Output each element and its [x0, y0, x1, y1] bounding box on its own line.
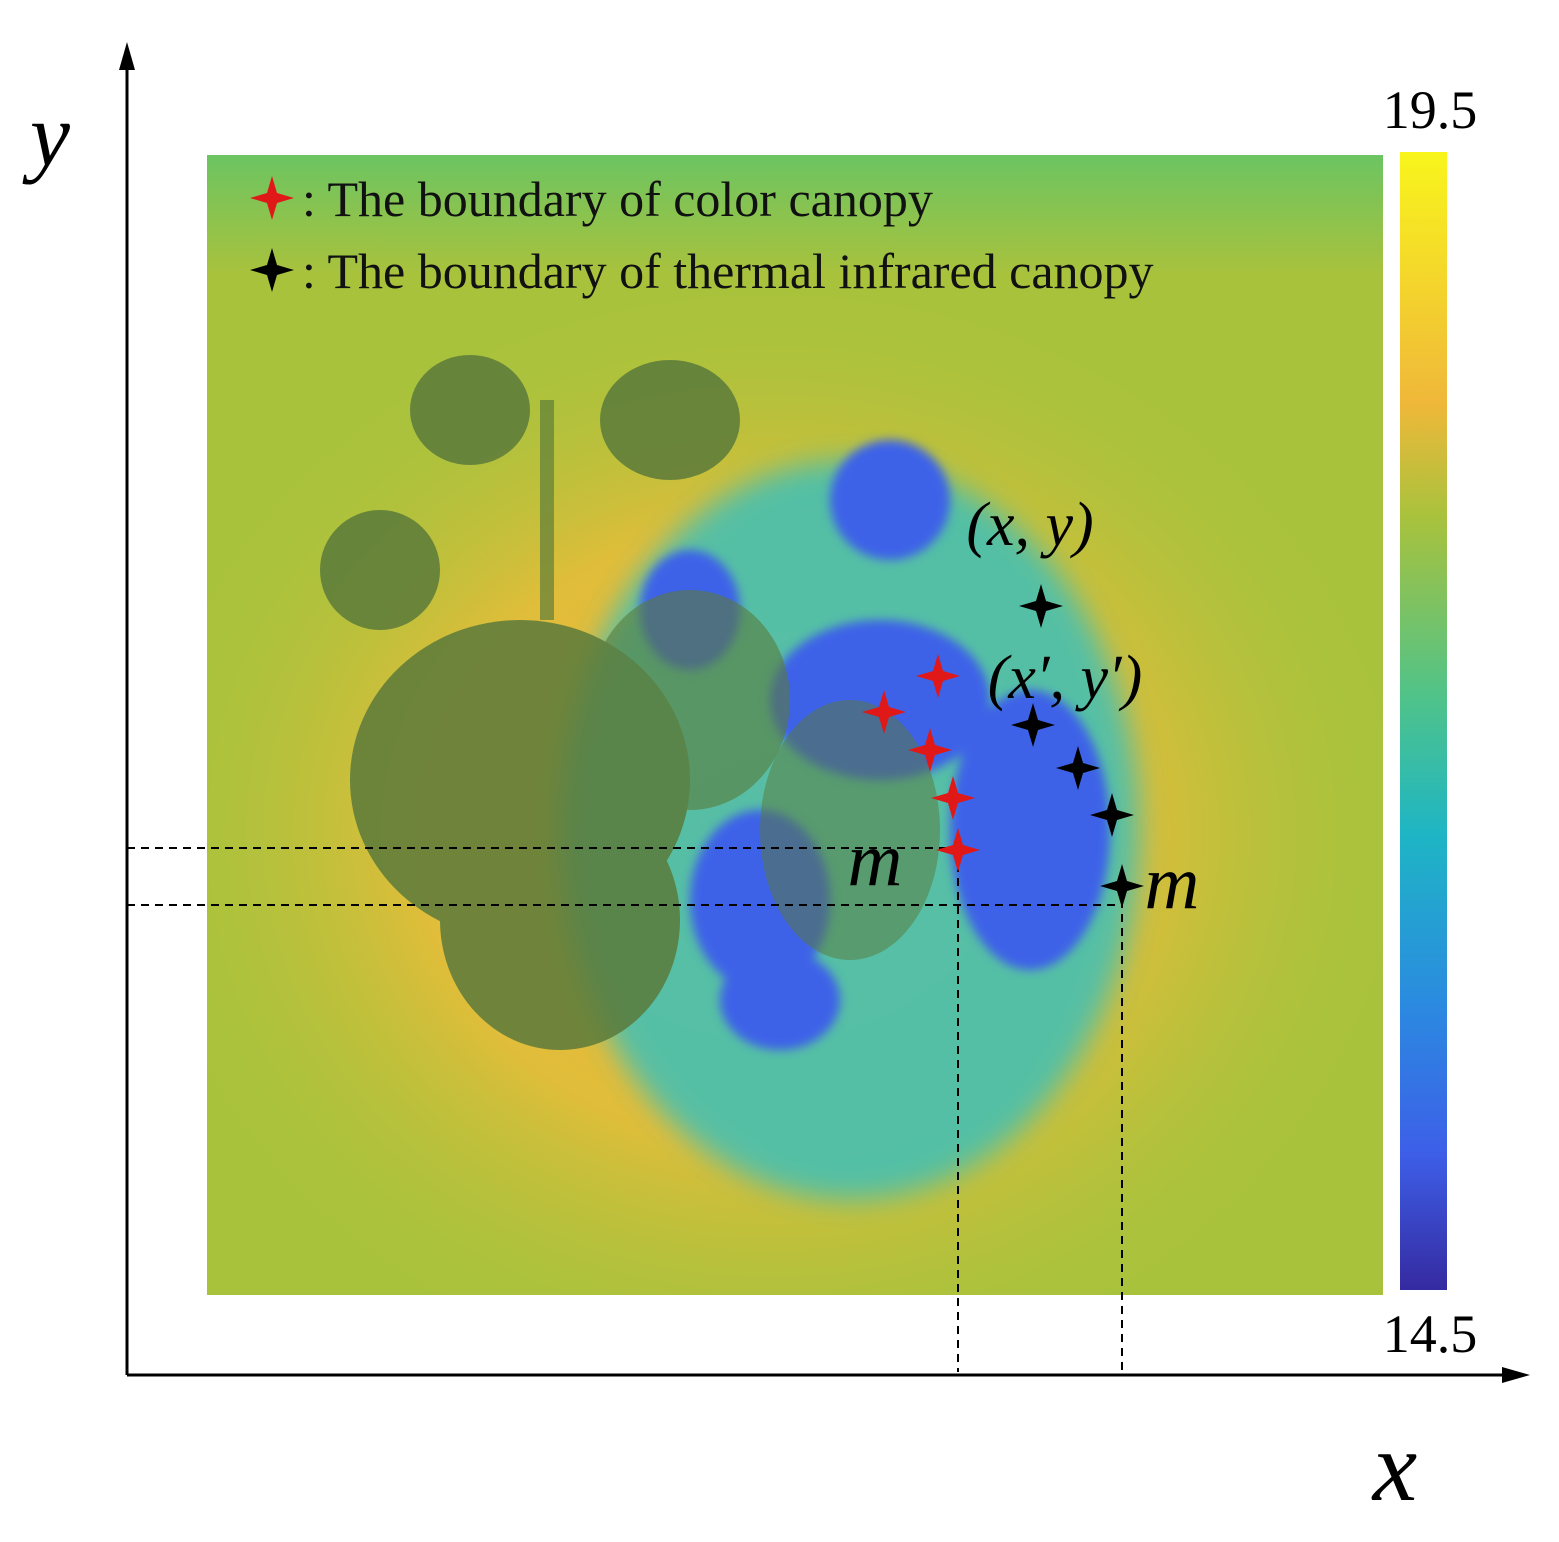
colorbar-max: 19.5 — [1383, 80, 1478, 140]
guide-lines — [127, 847, 1123, 1372]
legend-thermal-text: : The boundary of thermal infrared canop… — [302, 243, 1154, 299]
thermal-m-label: m — [1145, 841, 1200, 925]
axes — [119, 42, 1530, 1383]
legend: : The boundary of color canopy : The bou… — [250, 171, 1154, 299]
colorbar-min: 14.5 — [1383, 1304, 1478, 1364]
color-point-label: (x′, y′) — [988, 644, 1142, 712]
colorbar: 19.5 14.5 — [1383, 80, 1478, 1364]
y-axis-label: y — [22, 86, 70, 185]
thermal-image — [207, 155, 1383, 1295]
color-m-label: m — [848, 818, 903, 902]
legend-color-text: : The boundary of color canopy — [302, 171, 933, 227]
thermal-point-label: (x, y) — [966, 491, 1093, 559]
x-axis-label: x — [1371, 1411, 1417, 1522]
